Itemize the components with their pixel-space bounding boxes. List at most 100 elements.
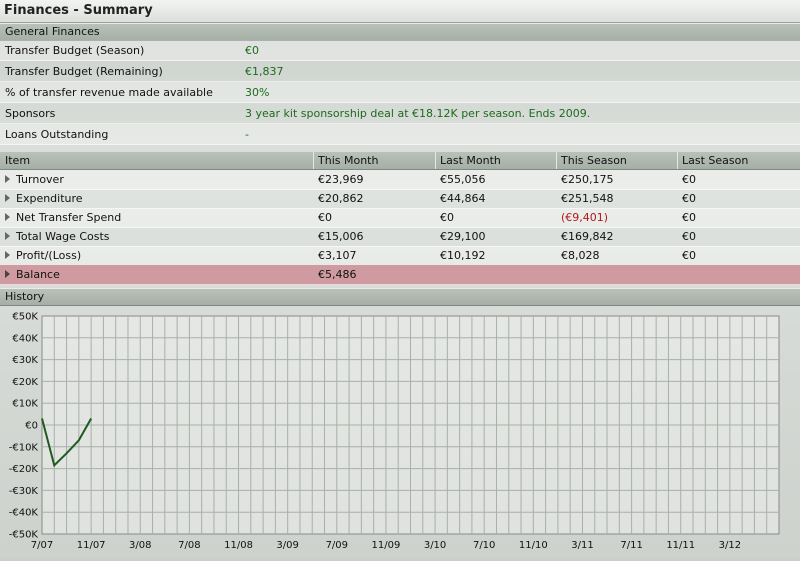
row-item-label: Expenditure bbox=[16, 192, 83, 205]
general-row-label: Transfer Budget (Season) bbox=[5, 44, 145, 57]
x-tick-label: 3/11 bbox=[571, 540, 593, 551]
x-tick-label: 11/08 bbox=[224, 540, 253, 551]
column-header-this-season[interactable]: This Season bbox=[561, 154, 627, 167]
y-tick-label: -€50K bbox=[9, 530, 39, 541]
window-title: Finances - Summary bbox=[4, 3, 153, 18]
column-header-last-month[interactable]: Last Month bbox=[440, 154, 501, 167]
x-tick-label: 11/11 bbox=[666, 540, 695, 551]
row-last-season: €0 bbox=[682, 173, 696, 186]
x-tick-label: 11/09 bbox=[372, 540, 401, 551]
general-row-transfer-budget-season: Transfer Budget (Season) €0 bbox=[0, 40, 800, 61]
row-item-label: Net Transfer Spend bbox=[16, 211, 122, 224]
general-row-value: €1,837 bbox=[245, 65, 284, 78]
x-tick-label: 7/08 bbox=[178, 540, 200, 551]
general-row-label: % of transfer revenue made available bbox=[5, 86, 213, 99]
general-row-label: Loans Outstanding bbox=[5, 128, 109, 141]
row-item-label: Turnover bbox=[16, 173, 64, 186]
general-row-transfer-revenue-percent: % of transfer revenue made available 30% bbox=[0, 82, 800, 103]
table-row-balance[interactable]: Balance €5,486 bbox=[0, 265, 800, 285]
expand-arrow-icon[interactable] bbox=[5, 175, 10, 183]
y-tick-label: -€30K bbox=[9, 486, 39, 497]
row-last-month: €29,100 bbox=[440, 230, 486, 243]
row-this-season: €251,548 bbox=[561, 192, 614, 205]
column-divider bbox=[313, 152, 314, 169]
column-divider bbox=[435, 152, 436, 169]
x-tick-label: 3/08 bbox=[129, 540, 151, 551]
general-row-value: €0 bbox=[245, 44, 259, 57]
expand-arrow-icon[interactable] bbox=[5, 194, 10, 202]
y-tick-label: €30K bbox=[12, 355, 38, 366]
general-row-loans-outstanding: Loans Outstanding - bbox=[0, 124, 800, 145]
general-finances-header: General Finances bbox=[0, 23, 800, 41]
column-header-last-season[interactable]: Last Season bbox=[682, 154, 749, 167]
general-row-sponsors: Sponsors 3 year kit sponsorship deal at … bbox=[0, 103, 800, 124]
row-last-month: €10,192 bbox=[440, 249, 486, 262]
general-row-value: 3 year kit sponsorship deal at €18.12K p… bbox=[245, 107, 591, 120]
series-line-balance bbox=[41, 417, 93, 468]
row-this-season: (€9,401) bbox=[561, 211, 609, 224]
table-row-total-wage-costs[interactable]: Total Wage Costs €15,006 €29,100 €169,84… bbox=[0, 227, 800, 247]
general-row-value: 30% bbox=[245, 86, 270, 99]
y-tick-label: €20K bbox=[12, 377, 38, 388]
table-row-expenditure[interactable]: Expenditure €20,862 €44,864 €251,548 €0 bbox=[0, 189, 800, 209]
row-last-month: €44,864 bbox=[440, 192, 486, 205]
row-this-month: €5,486 bbox=[318, 268, 357, 281]
table-row-profit-loss[interactable]: Profit/(Loss) €3,107 €10,192 €8,028 €0 bbox=[0, 246, 800, 266]
y-tick-label: €0 bbox=[25, 421, 38, 432]
column-divider bbox=[556, 152, 557, 169]
column-divider bbox=[677, 152, 678, 169]
x-tick-label: 7/10 bbox=[473, 540, 495, 551]
x-axis-labels: 7/07 11/07 3/08 7/08 11/08 3/09 7/09 11/09 3/10 7… bbox=[31, 540, 741, 551]
x-tick-label: 11/10 bbox=[519, 540, 548, 551]
window-title-bar: Finances - Summary bbox=[0, 0, 800, 23]
y-tick-label: €50K bbox=[12, 312, 38, 323]
y-tick-label: -€10K bbox=[9, 442, 39, 453]
y-axis-labels: €50K €40K €30K €20K €10K €0 -€10K -€20K -€30K -€4… bbox=[9, 312, 39, 541]
row-item-label: Total Wage Costs bbox=[16, 230, 110, 243]
row-this-month: €20,862 bbox=[318, 192, 364, 205]
expand-arrow-icon[interactable] bbox=[5, 251, 10, 259]
row-this-month: €0 bbox=[318, 211, 332, 224]
row-item-label: Profit/(Loss) bbox=[16, 249, 82, 262]
row-this-season: €250,175 bbox=[561, 173, 614, 186]
row-last-season: €0 bbox=[682, 249, 696, 262]
x-tick-label: 7/11 bbox=[620, 540, 642, 551]
x-tick-label: 3/10 bbox=[424, 540, 446, 551]
row-item-label: Balance bbox=[16, 268, 60, 281]
row-this-month: €23,969 bbox=[318, 173, 364, 186]
expand-arrow-icon[interactable] bbox=[5, 270, 10, 278]
general-row-label: Sponsors bbox=[5, 107, 56, 120]
column-header-this-month[interactable]: This Month bbox=[318, 154, 379, 167]
general-row-label: Transfer Budget (Remaining) bbox=[5, 65, 163, 78]
row-last-season: €0 bbox=[682, 211, 696, 224]
y-tick-label: -€20K bbox=[9, 464, 39, 475]
row-last-season: €0 bbox=[682, 230, 696, 243]
x-tick-label: 7/09 bbox=[326, 540, 348, 551]
history-chart-svg: €50K €40K €30K €20K €10K €0 -€10K -€20K -€30K -€4… bbox=[9, 312, 780, 551]
x-tick-label: 3/12 bbox=[719, 540, 741, 551]
row-this-month: €3,107 bbox=[318, 249, 357, 262]
table-row-net-transfer-spend[interactable]: Net Transfer Spend €0 €0 (€9,401) €0 bbox=[0, 208, 800, 228]
row-last-season: €0 bbox=[682, 192, 696, 205]
column-header-item[interactable]: Item bbox=[5, 154, 31, 167]
y-tick-label: €10K bbox=[12, 399, 38, 410]
table-row-turnover[interactable]: Turnover €23,969 €55,056 €250,175 €0 bbox=[0, 170, 800, 190]
history-chart: €50K €40K €30K €20K €10K €0 -€10K -€20K -€30K -€4… bbox=[0, 306, 800, 558]
y-tick-label: €40K bbox=[12, 333, 38, 344]
history-header-label: History bbox=[5, 290, 45, 303]
expand-arrow-icon[interactable] bbox=[5, 232, 10, 240]
y-tick-label: -€40K bbox=[9, 508, 39, 519]
row-last-month: €0 bbox=[440, 211, 454, 224]
x-tick-label: 3/09 bbox=[276, 540, 298, 551]
row-this-season: €8,028 bbox=[561, 249, 600, 262]
expand-arrow-icon[interactable] bbox=[5, 213, 10, 221]
general-finances-header-label: General Finances bbox=[5, 25, 100, 38]
general-row-value: - bbox=[245, 128, 249, 141]
x-tick-label: 11/07 bbox=[77, 540, 106, 551]
row-last-month: €55,056 bbox=[440, 173, 486, 186]
row-this-month: €15,006 bbox=[318, 230, 364, 243]
general-row-transfer-budget-remaining: Transfer Budget (Remaining) €1,837 bbox=[0, 61, 800, 82]
x-tick-label: 7/07 bbox=[31, 540, 53, 551]
row-this-season: €169,842 bbox=[561, 230, 614, 243]
series-lines bbox=[41, 417, 93, 468]
